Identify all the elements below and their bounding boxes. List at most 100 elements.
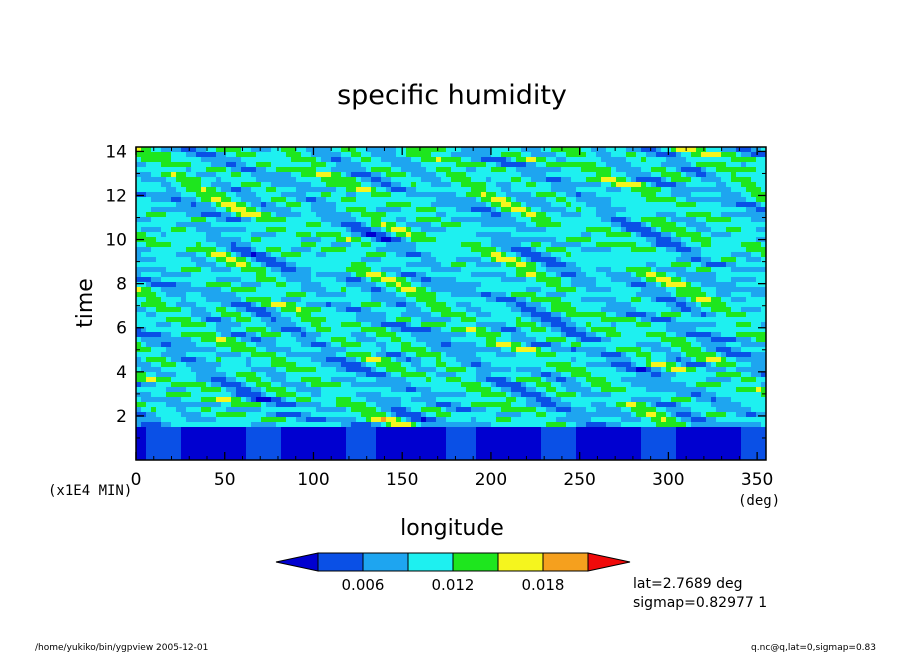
field-cell (236, 292, 242, 298)
field-cell (726, 152, 732, 158)
field-cell (246, 252, 252, 258)
field-cell (196, 232, 202, 238)
field-cell (496, 222, 502, 228)
field-cell (261, 247, 267, 253)
field-cell (301, 242, 307, 248)
field-cell (531, 322, 537, 328)
field-cell (466, 257, 472, 263)
field-cell (561, 262, 567, 268)
field-cell (661, 257, 667, 263)
field-cell (221, 327, 227, 333)
field-cell (166, 237, 172, 243)
field-cell (561, 227, 567, 233)
field-cell (576, 192, 582, 198)
field-cell (556, 332, 562, 338)
field-cell (546, 252, 552, 258)
field-cell (301, 322, 307, 328)
field-cell (266, 317, 272, 323)
field-cell (381, 197, 387, 203)
field-cell (331, 147, 337, 153)
field-cell (401, 287, 407, 293)
field-cell (336, 232, 342, 238)
field-cell (566, 337, 572, 343)
field-cell (146, 212, 152, 218)
field-cell (466, 202, 472, 208)
field-cell (551, 292, 557, 298)
field-cell (336, 182, 342, 188)
field-cell (346, 332, 352, 338)
field-cell (571, 252, 577, 258)
field-cell (301, 187, 307, 193)
field-cell (186, 162, 192, 168)
field-cell (511, 152, 517, 158)
field-cell (751, 232, 757, 238)
field-cell (386, 292, 392, 298)
field-cell (221, 267, 227, 273)
field-cell (141, 192, 147, 198)
field-cell (551, 222, 557, 228)
field-cell (241, 147, 247, 153)
field-cell (276, 152, 282, 158)
field-cell (651, 262, 657, 268)
field-cell (266, 232, 272, 238)
field-cell (576, 332, 582, 338)
field-cell (191, 207, 197, 213)
field-cell (396, 327, 402, 333)
field-cell (216, 177, 222, 183)
field-cell (471, 232, 477, 238)
field-cell (246, 322, 252, 328)
field-cell (396, 342, 402, 348)
field-cell (741, 167, 747, 173)
field-cell (356, 167, 362, 173)
field-cell (631, 337, 637, 343)
field-cell (571, 242, 577, 248)
field-cell (211, 222, 217, 228)
field-cell (351, 277, 357, 283)
field-cell (741, 272, 747, 278)
field-cell (141, 242, 147, 248)
field-cell (291, 322, 297, 328)
field-cell (141, 312, 147, 318)
field-cell (611, 247, 617, 253)
field-cell (736, 312, 742, 318)
field-cell (471, 202, 477, 208)
field-cell (336, 192, 342, 198)
field-cell (236, 162, 242, 168)
field-cell (261, 287, 267, 293)
field-cell (591, 222, 597, 228)
field-cell (751, 277, 757, 283)
field-cell (341, 192, 347, 198)
field-cell (176, 297, 182, 303)
field-cell (661, 277, 667, 283)
field-cell (556, 177, 562, 183)
field-cell (391, 302, 397, 308)
field-cell (366, 302, 372, 308)
field-cell (406, 297, 412, 303)
field-cell (331, 292, 337, 298)
field-cell (601, 282, 607, 288)
field-cell (531, 152, 537, 158)
field-cell (216, 212, 222, 218)
field-cell (341, 297, 347, 303)
field-cell (721, 227, 727, 233)
field-cell (371, 167, 377, 173)
field-cell (316, 207, 322, 213)
field-cell (361, 172, 367, 178)
field-cell (211, 267, 217, 273)
field-cell (291, 222, 297, 228)
field-cell (196, 267, 202, 273)
field-cell (616, 327, 622, 333)
field-cell (321, 342, 327, 348)
field-cell (676, 202, 682, 208)
field-cell (231, 152, 237, 158)
field-cell (146, 247, 152, 253)
field-cell (136, 167, 142, 173)
field-cell (751, 307, 757, 313)
field-cell (641, 317, 647, 323)
field-cell (306, 337, 312, 343)
field-cell (136, 282, 142, 288)
field-cell (166, 292, 172, 298)
field-cell (181, 157, 187, 163)
field-cell (496, 182, 502, 188)
field-cell (516, 332, 522, 338)
